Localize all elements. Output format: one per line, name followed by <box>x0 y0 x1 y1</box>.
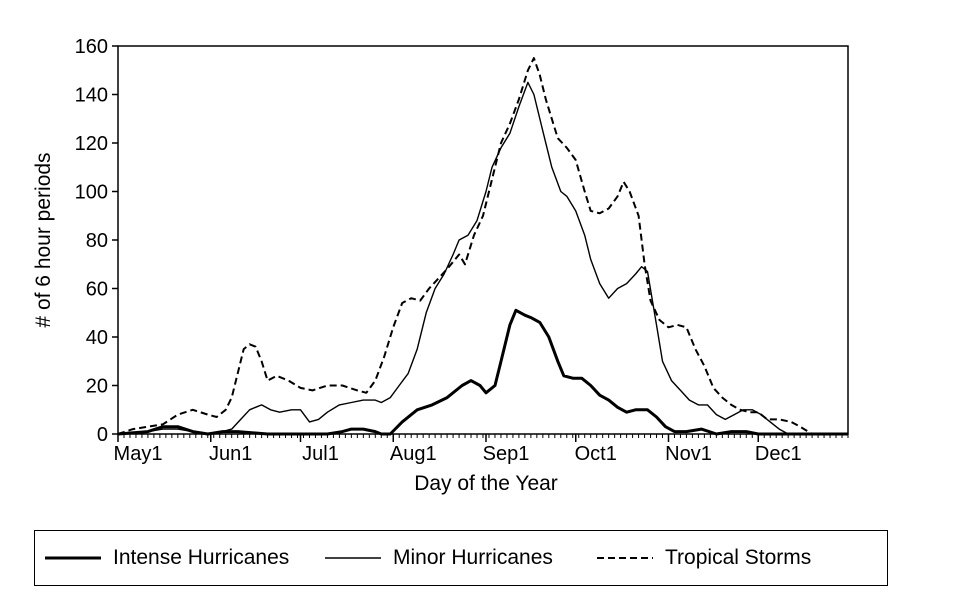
y-tick-label: 80 <box>86 230 108 252</box>
x-tick-label: May1 <box>114 443 163 465</box>
chart: 0 20 40 60 80 100 120 140 160 May1 Jun1 Jul1 Aug1 Se… <box>32 36 849 495</box>
x-tick-label: Jun1 <box>209 443 252 465</box>
x-tick-label: Nov1 <box>665 443 712 465</box>
y-axis: 0 20 40 60 80 100 120 140 160 <box>75 36 118 446</box>
x-axis: May1 Jun1 Jul1 Aug1 Sep1 Oct1 Nov1 Dec1 <box>114 434 849 465</box>
legend-item-minor: Minor Hurricanes <box>323 531 553 585</box>
y-tick-label: 120 <box>75 133 108 155</box>
y-axis-title: # of 6 hour periods <box>32 152 55 327</box>
legend-item-tropical: Tropical Storms <box>595 531 811 585</box>
legend-swatch-minor <box>325 557 381 559</box>
y-tick-label: 20 <box>86 376 108 398</box>
y-tick-label: 40 <box>86 327 108 349</box>
x-tick-label: Jul1 <box>302 443 339 465</box>
y-tick-label: 140 <box>75 85 108 107</box>
series-line-2 <box>117 57 848 435</box>
legend: Intense Hurricanes Minor Hurricanes Trop… <box>34 530 888 586</box>
x-tick-label: Oct1 <box>575 443 617 465</box>
x-tick-label: Aug1 <box>390 443 437 465</box>
series-line-1 <box>117 81 848 435</box>
y-tick-label: 0 <box>97 424 108 446</box>
plot-frame <box>117 45 849 435</box>
legend-swatch-intense <box>45 556 101 560</box>
series-layer <box>117 57 848 436</box>
x-axis-title: Day of the Year <box>414 472 558 495</box>
y-tick-label: 100 <box>75 182 108 204</box>
legend-swatch-tropical <box>597 557 653 559</box>
y-tick-label: 60 <box>86 279 108 301</box>
legend-label-minor: Minor Hurricanes <box>393 546 553 569</box>
x-tick-label: Sep1 <box>483 443 530 465</box>
legend-item-intense: Intense Hurricanes <box>43 531 289 585</box>
y-tick-label: 160 <box>75 36 108 58</box>
series-line-0 <box>117 308 848 436</box>
x-tick-label: Dec1 <box>755 443 802 465</box>
legend-label-intense: Intense Hurricanes <box>113 546 290 569</box>
legend-label-tropical: Tropical Storms <box>665 546 812 569</box>
